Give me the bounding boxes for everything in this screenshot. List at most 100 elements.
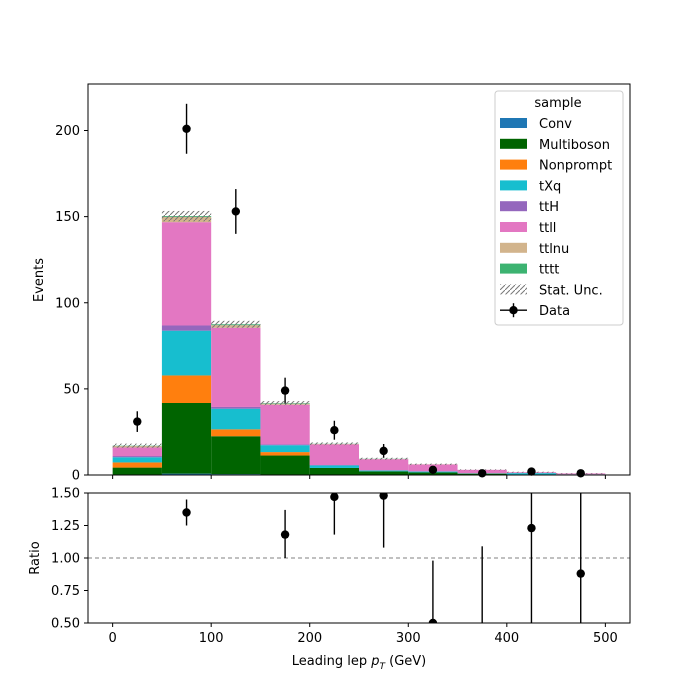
stat-unc-band-bin-0 bbox=[112, 443, 162, 448]
legend-label: Nonprompt bbox=[539, 159, 612, 174]
bar-tth-bin-2 bbox=[211, 406, 261, 409]
legend-item-conv: Conv bbox=[500, 117, 572, 132]
ratio-point-4 bbox=[330, 493, 339, 502]
main-plot-frame bbox=[87, 83, 631, 476]
bar-txq-bin-2 bbox=[211, 408, 261, 430]
bar-nonprompt-bin-1 bbox=[161, 375, 212, 404]
x-tick-label-300: 300 bbox=[396, 631, 421, 646]
bar-ttll-bin-5 bbox=[359, 459, 409, 471]
data-point-3 bbox=[280, 386, 290, 395]
legend-swatch bbox=[500, 284, 527, 295]
legend-marker bbox=[509, 306, 518, 315]
main-y-tick-label-0: 0 bbox=[72, 469, 80, 484]
legend-label: tttt bbox=[539, 263, 559, 278]
data-point-1 bbox=[182, 124, 191, 133]
legend-swatch bbox=[500, 159, 527, 170]
x-axis-label: Leading lep pT (GeV) bbox=[292, 654, 426, 672]
data-point-9 bbox=[576, 469, 585, 478]
legend-item-data: Data bbox=[500, 303, 570, 319]
bar-tth-bin-3 bbox=[260, 444, 310, 446]
ratio-point-9 bbox=[576, 569, 585, 578]
bar-ttll-bin-0 bbox=[112, 447, 162, 457]
ratio-y-tick-label-0.75: 0.75 bbox=[51, 584, 80, 599]
stat-unc-band-bin-6 bbox=[408, 463, 458, 466]
legend: sample Conv Multiboson Nonprompt tXq ttH ttll… bbox=[494, 90, 624, 326]
bar-txq-bin-1 bbox=[161, 330, 212, 376]
bar-nonprompt-bin-0 bbox=[112, 462, 162, 468]
legend-label: ttlnu bbox=[539, 242, 569, 257]
legend-label: ttll bbox=[539, 221, 556, 236]
data-point-7 bbox=[477, 469, 487, 478]
main-y-tick-label-200: 200 bbox=[55, 124, 80, 139]
ratio-points bbox=[182, 493, 585, 623]
ratio-point-3 bbox=[280, 530, 290, 539]
bar-multiboson-bin-4 bbox=[309, 467, 359, 475]
legend-label: ttH bbox=[539, 200, 559, 215]
legend-swatch bbox=[500, 242, 527, 253]
legend-label: Stat. Unc. bbox=[539, 283, 603, 298]
bar-txq-bin-5 bbox=[359, 470, 409, 472]
data-point-8 bbox=[527, 467, 536, 476]
x-tick-label-500: 500 bbox=[593, 631, 618, 646]
legend-swatch bbox=[500, 263, 527, 274]
bar-ttll-bin-4 bbox=[309, 444, 359, 466]
bar-multiboson-bin-2 bbox=[211, 436, 261, 475]
ratio-y-tick-label-1.00: 1.00 bbox=[51, 552, 80, 567]
bar-ttll-bin-3 bbox=[260, 404, 310, 445]
bar-nonprompt-bin-2 bbox=[211, 429, 261, 437]
legend-swatch bbox=[500, 138, 527, 149]
legend-item-tttt: tttt bbox=[500, 263, 559, 278]
legend-item-tth: ttH bbox=[500, 200, 559, 215]
main-y-axis-label: Events bbox=[32, 258, 47, 302]
ratio-y-axis-label: Ratio bbox=[28, 541, 43, 574]
stat-unc-band-bin-1 bbox=[161, 210, 212, 222]
stat-unc-band-bin-5 bbox=[359, 457, 409, 460]
data-point-0 bbox=[133, 417, 142, 426]
main-x-ticks bbox=[112, 475, 606, 479]
legend-item-ttll: ttll bbox=[500, 221, 556, 236]
x-tick-label-100: 100 bbox=[199, 631, 224, 646]
ratio-point-8 bbox=[527, 523, 536, 533]
ratio-y-tick-label-0.50: 0.50 bbox=[51, 617, 80, 632]
bar-txq-bin-4 bbox=[309, 465, 359, 468]
legend-label: Multiboson bbox=[539, 138, 610, 153]
bar-ttll-bin-1 bbox=[161, 222, 212, 326]
bar-tth-bin-0 bbox=[112, 456, 162, 458]
data-point-2 bbox=[231, 207, 241, 216]
legend-swatch bbox=[500, 222, 527, 232]
data-point-5 bbox=[379, 446, 388, 456]
ratio-x-axis: 0 100 200 300 400 500 bbox=[108, 623, 618, 646]
bar-txq-bin-3 bbox=[260, 445, 310, 453]
main-y-tick-label-50: 50 bbox=[63, 382, 80, 397]
x-tick-label-0: 0 bbox=[108, 631, 116, 646]
legend-item-stat-unc: Stat. Unc. bbox=[500, 283, 603, 298]
bar-txq-bin-0 bbox=[112, 457, 162, 463]
ratio-point-5 bbox=[379, 493, 388, 500]
bar-tth-bin-1 bbox=[161, 325, 212, 331]
legend-item-ttlnu: ttlnu bbox=[500, 242, 569, 257]
stat-unc-band-bin-4 bbox=[309, 442, 359, 446]
main-y-axis: 0 50 100 150 200 bbox=[55, 124, 88, 484]
legend-title: sample bbox=[534, 96, 581, 111]
data-point-4 bbox=[330, 426, 339, 435]
legend-item-txq: tXq bbox=[500, 179, 561, 194]
bar-multiboson-bin-1 bbox=[161, 403, 212, 474]
bar-multiboson-bin-0 bbox=[112, 467, 162, 475]
ratio-y-tick-label-1.50: 1.50 bbox=[51, 487, 80, 502]
legend-item-nonprompt: Nonprompt bbox=[500, 159, 612, 174]
ratio-y-axis: 0.50 0.75 1.00 1.25 1.50 bbox=[51, 487, 88, 632]
ratio-plot-area bbox=[88, 493, 630, 623]
legend-swatch bbox=[500, 118, 527, 128]
main-y-tick-label-150: 150 bbox=[55, 210, 80, 225]
stat-unc-band-bin-2 bbox=[211, 320, 261, 328]
legend-swatch bbox=[500, 180, 527, 191]
legend-swatch bbox=[500, 201, 527, 212]
bar-multiboson-bin-5 bbox=[359, 471, 409, 475]
ratio-point-1 bbox=[182, 508, 191, 517]
ratio-point-6 bbox=[428, 618, 438, 623]
x-tick-label-400: 400 bbox=[494, 631, 519, 646]
legend-label: Data bbox=[539, 304, 570, 319]
ratio-plot-panel: 0.50 0.75 1.00 1.25 1.50 0 100 200 300 400 500 Ra… bbox=[28, 487, 631, 672]
bar-ttll-bin-2 bbox=[211, 327, 261, 407]
